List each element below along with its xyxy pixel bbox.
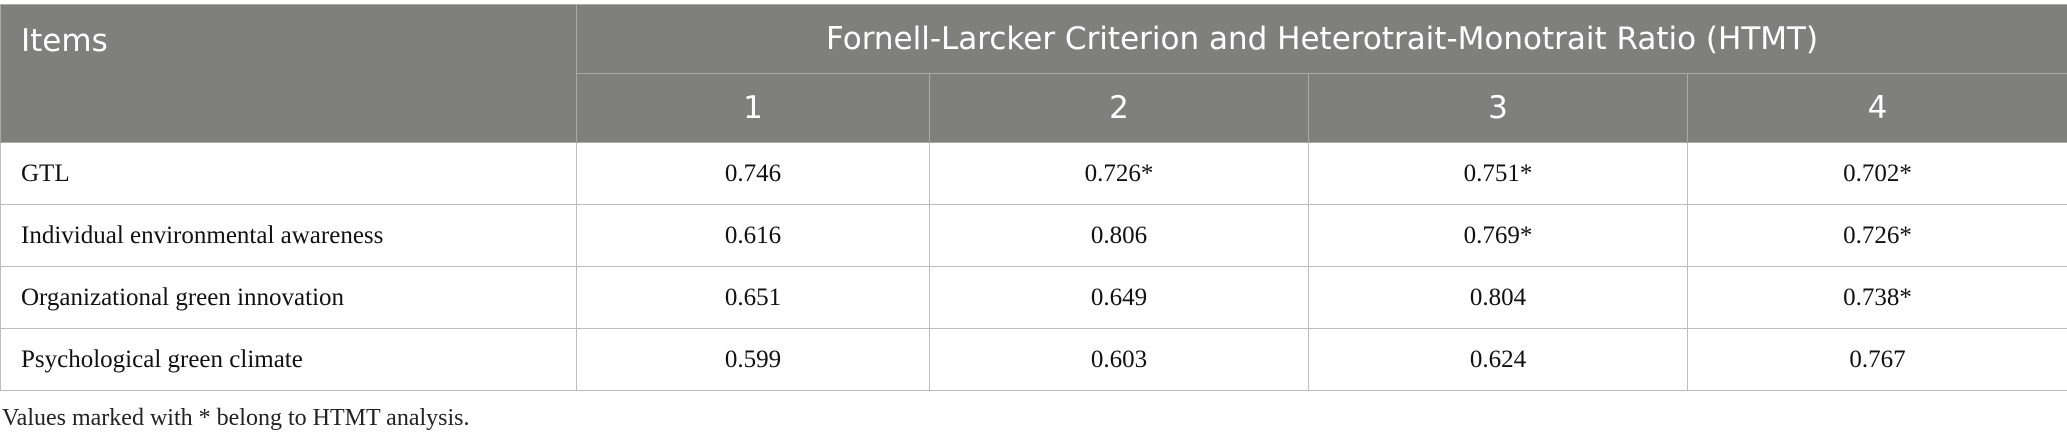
column-header: 4 [1686, 73, 2067, 143]
header-group: Fornell-Larcker Criterion and Heterotrai… [575, 4, 2067, 74]
cell: 0.726* [929, 142, 1309, 205]
column-header: 1 [576, 73, 930, 143]
cell: 0.746 [576, 142, 930, 205]
table-row: Psychological green climate 0.599 0.603 0.6… [0, 328, 2067, 391]
cell: 0.726* [1686, 204, 2067, 267]
footnote: Values marked with * belong to HTMT anal… [2, 405, 470, 431]
row-label: Individual environmental awareness [0, 204, 577, 267]
table-row: Individual environmental awareness 0.616 0… [0, 204, 2067, 267]
cell: 0.616 [576, 204, 930, 267]
table-row: Organizational green innovation 0.651 0.64… [0, 266, 2067, 329]
cell: 0.738* [1686, 266, 2067, 329]
column-header: 3 [1308, 73, 1688, 143]
cell: 0.806 [929, 204, 1309, 267]
cell: 0.651 [576, 266, 930, 329]
cell: 0.702* [1686, 142, 2067, 205]
table-body: GTL 0.746 0.726* 0.751* 0.702* Individual env… [0, 142, 2067, 391]
cell: 0.603 [929, 328, 1309, 391]
row-label: GTL [0, 142, 577, 205]
cell: 0.767 [1686, 328, 2067, 391]
cell: 0.624 [1308, 328, 1688, 391]
cell: 0.649 [929, 266, 1309, 329]
column-header: 2 [929, 73, 1309, 143]
row-label: Psychological green climate [0, 328, 577, 391]
data-table: Items Fornell-Larcker Criterion and Hete… [0, 4, 2067, 391]
row-label: Organizational green innovation [0, 266, 577, 329]
cell: 0.769* [1308, 204, 1688, 267]
cell: 0.599 [576, 328, 930, 391]
header-items: Items [0, 4, 577, 143]
cell: 0.804 [1308, 266, 1688, 329]
table-row: GTL 0.746 0.726* 0.751* 0.702* [0, 142, 2067, 205]
cell: 0.751* [1308, 142, 1688, 205]
